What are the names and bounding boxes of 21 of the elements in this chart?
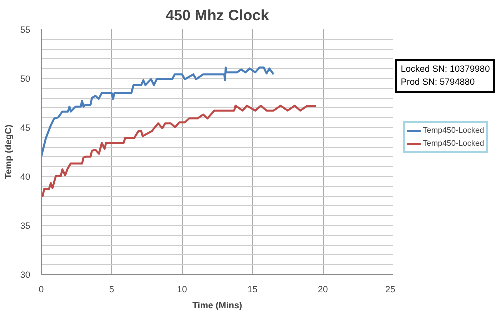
x-tick-label: 15 [248,284,258,294]
legend-label: Temp450-Locked [423,138,484,149]
x-tick-label: 20 [318,284,328,294]
y-tick-label: 40 [20,172,31,182]
y-tick-label: 55 [20,25,31,35]
text: Locked SN: 10379980 [401,64,490,74]
y-tick-label: 50 [20,74,31,84]
x-tick-label: 25 [385,284,396,294]
line-series [42,66,275,158]
line-series [42,104,318,198]
y-tick-label: 35 [20,221,31,231]
y-tick-label: 45 [20,123,31,133]
x-tick-label: 10 [177,284,188,294]
y-tick-label: 30 [20,270,31,280]
x-axis-title: Time (Mins) [192,300,242,310]
chart-title: 450 Mhz Clock [166,8,270,24]
y-axis-title: Temp (degC) [3,124,14,180]
x-tick-label: 5 [109,284,114,294]
text: Prod SN: 5794880 [401,77,476,87]
x-tick-label: 0 [38,284,44,294]
legend-label: Temp450-Locked [423,125,484,136]
